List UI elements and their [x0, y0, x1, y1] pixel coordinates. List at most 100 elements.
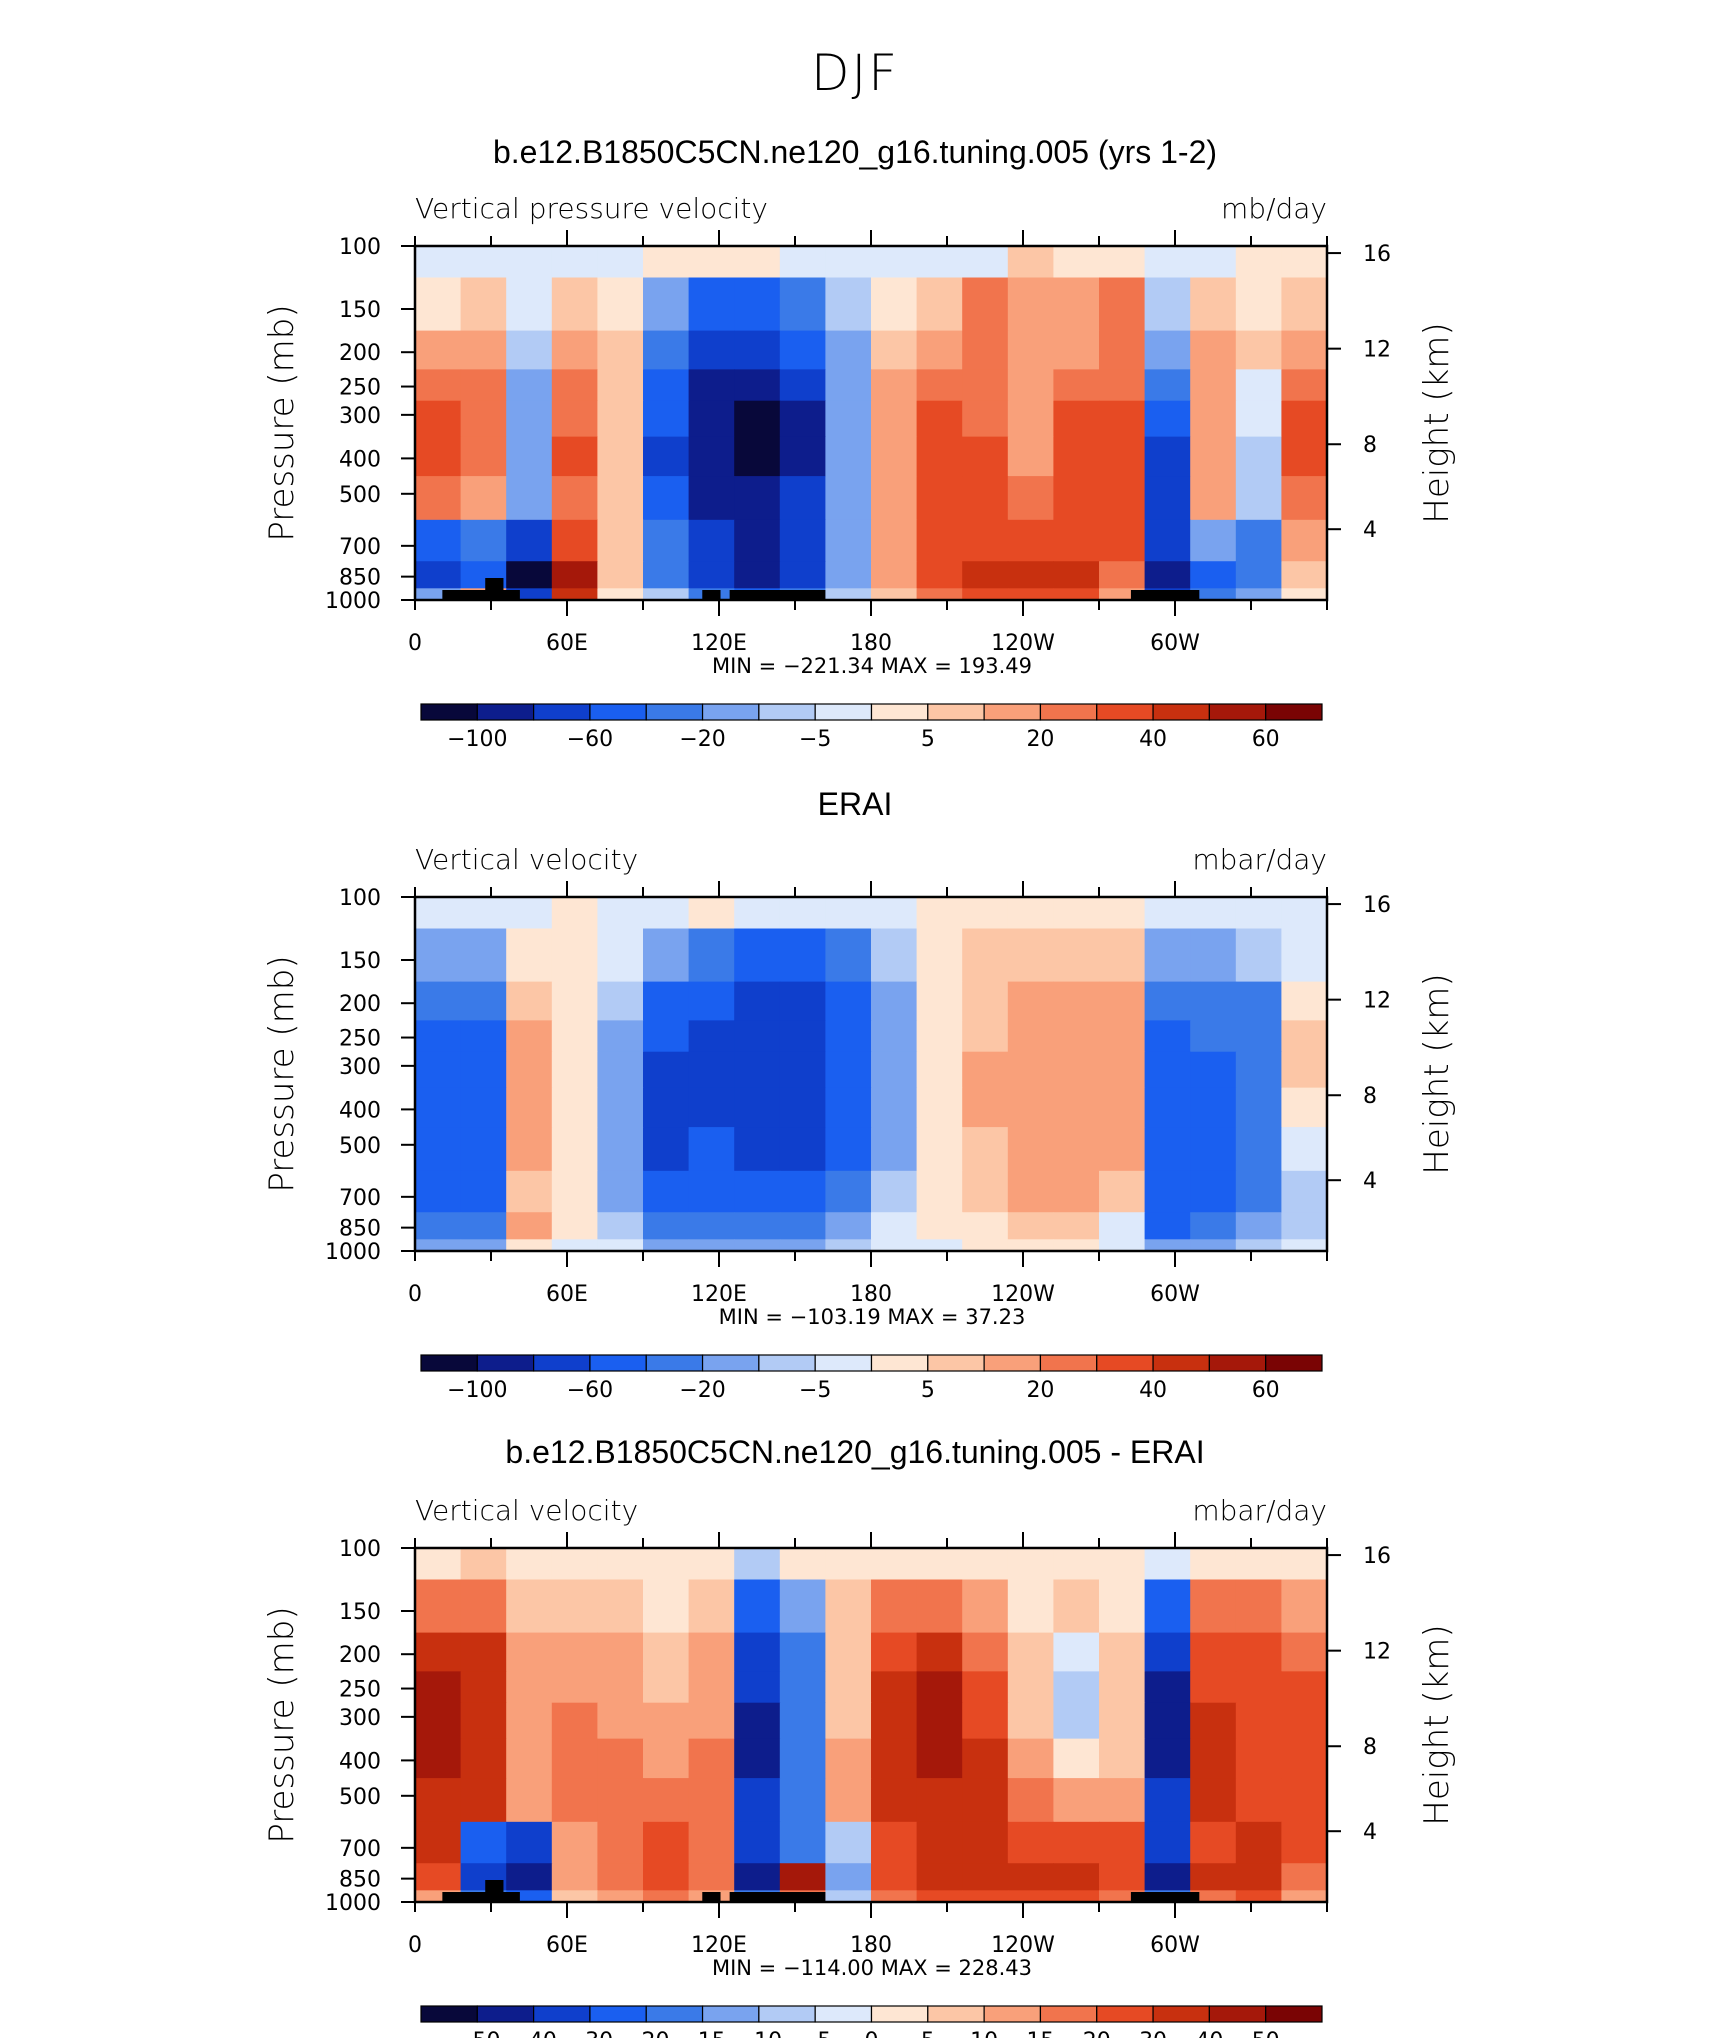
field-cell [1053, 1671, 1100, 1704]
colorbar-label: −20 [679, 727, 725, 752]
field-cell [1281, 1702, 1328, 1740]
field-cell [734, 330, 781, 370]
field-cell [460, 246, 507, 279]
field-cell [460, 400, 507, 438]
field-cell [962, 1212, 1009, 1240]
field-cell [962, 400, 1009, 438]
field-cell [825, 476, 872, 521]
field-cell [1235, 1212, 1282, 1240]
field-cell [825, 1738, 872, 1779]
field-cell [734, 1548, 781, 1581]
field-cell [1235, 1890, 1282, 1903]
field-cell [1007, 519, 1054, 562]
colorbar-swatch [814, 1354, 873, 1372]
field-cell [1190, 1702, 1237, 1740]
y2-tick-label: 8 [1363, 433, 1377, 458]
colorbar-label: 20 [1083, 2029, 1111, 2038]
field-cell [1099, 1671, 1146, 1704]
field-cell [506, 476, 553, 521]
field-cell [962, 476, 1009, 521]
colorbar-swatch [983, 1354, 1042, 1372]
field-cell [688, 1087, 735, 1128]
field-cell [1099, 561, 1146, 589]
field-cell [688, 436, 735, 477]
field-cell [1053, 588, 1100, 601]
colorbar-label: −40 [510, 2029, 556, 2038]
field-cell [1281, 897, 1328, 930]
field-cell [871, 1127, 918, 1172]
colorbar-label: 40 [1139, 1378, 1167, 1403]
field-cell [962, 1127, 1009, 1172]
y2-tick-label: 16 [1363, 893, 1391, 918]
field-cell [643, 1127, 690, 1172]
field-cell [825, 436, 872, 477]
field-cell [1007, 1738, 1054, 1779]
field-cell [734, 369, 781, 402]
land-mask [442, 1892, 520, 1902]
field-cell [825, 1778, 872, 1823]
field-cell [1099, 1020, 1146, 1053]
field-cell [597, 1821, 644, 1864]
colorbar-swatch [420, 2005, 478, 2023]
field-cell [1235, 1051, 1282, 1089]
field-cell [916, 1863, 963, 1891]
field-cell [460, 1548, 507, 1581]
field-cell [962, 1051, 1009, 1089]
field-cell [506, 400, 553, 438]
field-cells [415, 1548, 1328, 1903]
field-cell [506, 1212, 553, 1240]
field-cell [1281, 1632, 1328, 1672]
field-cell [460, 1127, 507, 1172]
colorbar-swatch [1039, 2005, 1098, 2023]
field-cell [1190, 1548, 1237, 1581]
field-cell [551, 1212, 598, 1240]
field-cell [415, 1212, 462, 1240]
field-cell [1281, 561, 1328, 589]
field-cell [779, 519, 826, 562]
field-cell [1235, 561, 1282, 589]
field-cell [643, 981, 690, 1021]
field-cell [1190, 1170, 1237, 1213]
y-tick-label: 700 [339, 1837, 381, 1862]
y-tick-label: 500 [339, 1134, 381, 1159]
field-cell [1235, 1579, 1282, 1634]
field-cell [962, 1579, 1009, 1634]
field-cell [551, 1087, 598, 1128]
panel-2-title: ERAI [817, 786, 893, 822]
field-cell [1053, 1579, 1100, 1634]
field-cell [415, 1821, 462, 1864]
colorbar-label: 60 [1252, 727, 1280, 752]
field-cell [779, 1863, 826, 1891]
field-cell [1144, 1170, 1191, 1213]
field-cell [1281, 1548, 1328, 1581]
colorbar-swatch [927, 2005, 985, 2023]
field-cell [506, 1863, 553, 1891]
field-cell [643, 1020, 690, 1053]
field-cell [551, 476, 598, 521]
field-cell [871, 369, 918, 402]
field-cell [688, 1778, 735, 1823]
field-cell [962, 897, 1009, 930]
field-cell [1053, 519, 1100, 562]
field-cell [1235, 1020, 1282, 1053]
colorbar-swatch [1208, 2005, 1267, 2023]
field-cell [506, 1051, 553, 1089]
field-cell [1235, 1778, 1282, 1823]
field-cell [962, 246, 1009, 279]
field-cell [415, 246, 462, 279]
field-cell [460, 928, 507, 983]
field-cell [779, 1087, 826, 1128]
field-cell [916, 588, 963, 601]
field-cell [1053, 1239, 1100, 1252]
field-cell [1007, 1863, 1054, 1891]
field-cell [506, 436, 553, 477]
field-cell [1144, 1702, 1191, 1740]
field-cell [916, 1020, 963, 1053]
field-cell [1281, 436, 1328, 477]
colorbar-swatch [1265, 703, 1323, 721]
colorbar-swatch [701, 1354, 760, 1372]
field-cell [506, 897, 553, 930]
field-cell [1007, 1671, 1054, 1704]
field-cell [1144, 246, 1191, 279]
colorbar-swatch [1039, 703, 1098, 721]
